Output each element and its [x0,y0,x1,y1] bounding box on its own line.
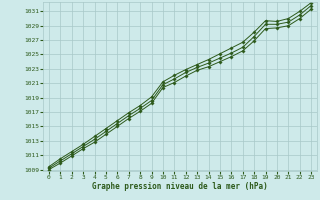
X-axis label: Graphe pression niveau de la mer (hPa): Graphe pression niveau de la mer (hPa) [92,182,268,191]
